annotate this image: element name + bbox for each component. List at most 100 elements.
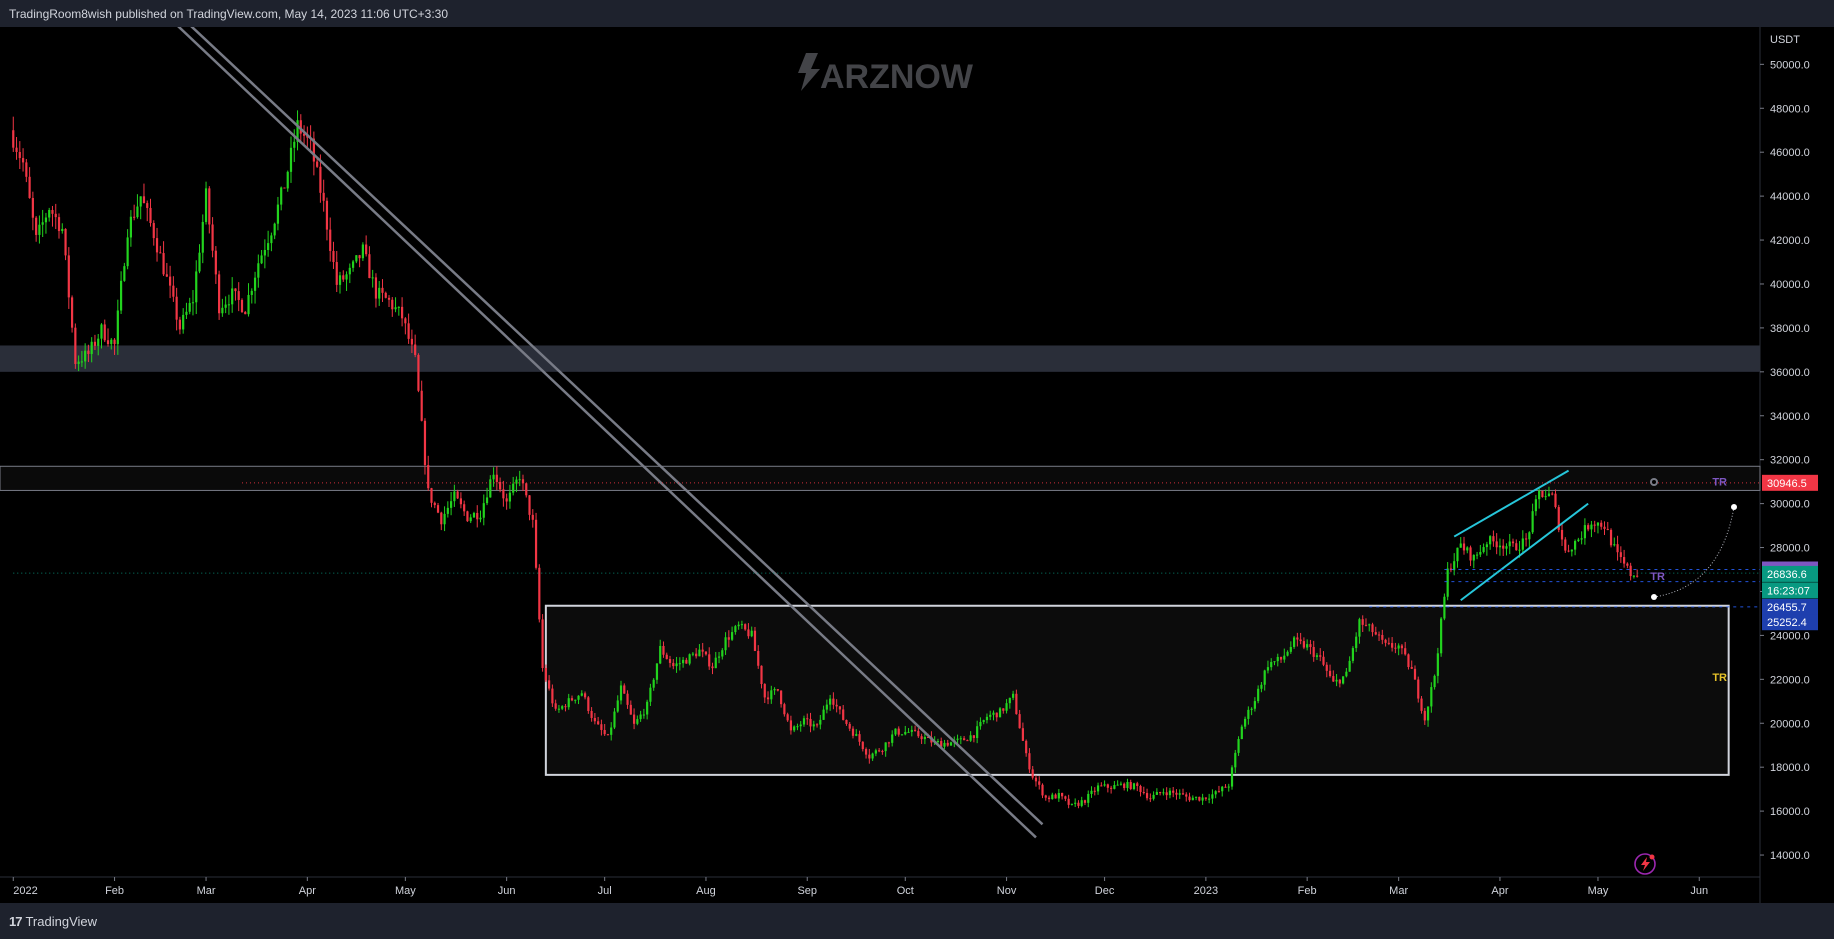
candle-body [485,497,489,504]
x-tick-label: May [1588,885,1609,897]
x-tick-label: Apr [1491,885,1508,897]
trendlines-layer[interactable] [175,23,1589,839]
candle-body [639,714,642,720]
candle-body [1201,797,1204,801]
candle-body [1028,753,1031,770]
candle-body [874,750,877,754]
candle-body [1309,644,1312,648]
candle-body [293,141,296,148]
candle-body [956,738,959,740]
candle-body [1250,708,1253,710]
candle-body [1482,547,1485,552]
tradingview-logo[interactable]: 17 TradingView [9,914,97,929]
y-tick-label: 20000.0 [1770,718,1810,730]
chart-frame[interactable]: 50000.0 48000.0 46000.0 44000.0 42000.0 40000… [0,23,1834,903]
candle-body [610,727,613,735]
candle-body [253,277,257,291]
candle-body [1371,624,1374,633]
x-tick-label: May [395,885,416,897]
candle-body [286,171,289,189]
candle-body [907,731,910,733]
candle-body [525,483,528,496]
candle-body [757,650,760,666]
candle-body [1413,668,1417,680]
candle-body [1325,664,1328,671]
candle-body [322,192,325,201]
candle-body [77,361,80,364]
candle-body [505,498,508,502]
candle-body [440,512,443,525]
candle-body [1355,636,1358,649]
candle-body [345,274,348,280]
candle-body [28,176,31,199]
candle-body [969,735,972,741]
candle-body [1276,656,1279,662]
annotations-layer: TR TR TR [1650,477,1727,684]
candle-body [1181,793,1185,795]
candle-body [224,304,227,308]
candle-body [1485,544,1488,548]
candle-body [302,133,306,136]
candle-body [1234,752,1237,768]
candle-body [829,698,832,705]
candle-body [299,120,302,134]
candle-body [1541,490,1544,498]
candle-body [786,714,789,721]
candle-body [848,723,851,729]
candle-body [1175,792,1178,795]
candle-body [793,726,796,731]
candle-body [1436,653,1439,676]
candle-body [1018,714,1021,729]
candle-body [1596,522,1600,526]
candle-body [1492,536,1495,542]
price-label-text: 16:23:07 [1767,585,1810,597]
candle-body [897,728,900,735]
candle-body [920,736,923,740]
candle-body [394,307,397,310]
candle-body [332,250,335,263]
candle-body [1580,538,1583,540]
candle-body [1136,783,1139,786]
candle-body [1315,655,1319,657]
candle-body [747,629,750,637]
candle-body [1002,708,1005,711]
arc-drawing[interactable] [1653,506,1735,598]
candle-body [1247,709,1250,719]
candle-body [374,277,378,299]
candle-body [221,307,224,314]
candle-body [276,204,280,224]
candle-body [450,501,453,508]
candle-body [338,275,342,285]
candle-body [541,619,544,669]
candle-body [133,216,136,218]
candle-body [659,645,662,664]
candle-body [1214,791,1217,795]
candle-body [476,512,479,520]
candle-body [1420,698,1423,711]
price-chart[interactable]: 50000.0 48000.0 46000.0 44000.0 42000.0 40000… [0,23,1834,903]
candle-body [126,237,129,267]
candle-body [597,721,600,725]
candle-body [1270,662,1273,668]
candle-body [1560,529,1564,540]
price-label-text: 26455.7 [1767,602,1807,614]
candle-body [93,341,97,346]
candle-body [257,263,260,278]
alarm-icon[interactable] [1650,478,1658,486]
arc-handle[interactable] [1731,504,1737,510]
candle-body [1194,796,1198,798]
candle-body [44,217,48,223]
candle-body [1636,575,1639,577]
flash-icon[interactable] [1634,853,1656,875]
candle-body [989,714,992,717]
candle-body [1511,541,1515,544]
candle-body [119,280,123,311]
candle-body [492,474,495,480]
arc-handle[interactable] [1651,594,1657,600]
candle-body [913,729,917,731]
candle-body [1221,786,1224,792]
candle-body [508,492,512,502]
candle-body [681,659,685,664]
price-axis-background [1760,27,1834,903]
candle-body [698,649,701,657]
